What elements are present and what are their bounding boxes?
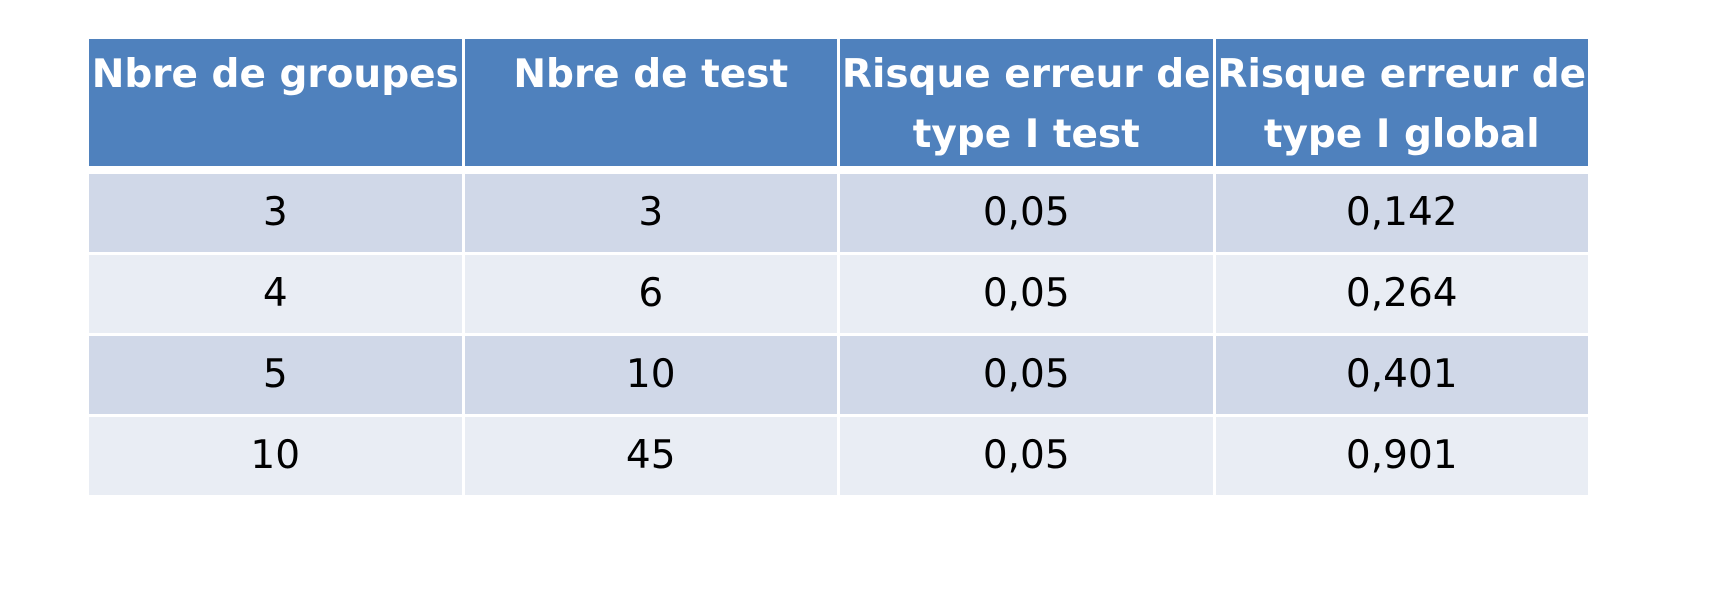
cell-groupes: 10 [86,413,465,498]
cell-risque-global: 0,901 [1212,413,1591,498]
cell-groupes: 3 [86,168,465,255]
cell-risque-global: 0,142 [1212,168,1591,255]
header-nbre-test: Nbre de test [461,36,840,174]
table-row: 10 45 0,05 0,901 [86,413,1591,498]
data-table-container: Nbre de groupes Nbre de test Risque erre… [86,36,1591,498]
table-row: 3 3 0,05 0,142 [86,168,1591,255]
cell-risque-global: 0,401 [1212,332,1591,417]
cell-risque-test: 0,05 [837,168,1216,255]
cell-risque-test: 0,05 [837,413,1216,498]
cell-risque-test: 0,05 [837,251,1216,336]
cell-tests: 10 [461,332,840,417]
table-header-row: Nbre de groupes Nbre de test Risque erre… [86,36,1591,174]
cell-risque-test: 0,05 [837,332,1216,417]
header-risque-global: Risque erreur de type I global [1212,36,1591,174]
table-row: 4 6 0,05 0,264 [86,251,1591,336]
cell-risque-global: 0,264 [1212,251,1591,336]
table-row: 5 10 0,05 0,401 [86,332,1591,417]
cell-tests: 3 [461,168,840,255]
cell-tests: 45 [461,413,840,498]
cell-groupes: 5 [86,332,465,417]
cell-groupes: 4 [86,251,465,336]
cell-tests: 6 [461,251,840,336]
header-risque-test: Risque erreur de type I test [837,36,1216,174]
header-nbre-groupes: Nbre de groupes [86,36,465,174]
type-i-error-table: Nbre de groupes Nbre de test Risque erre… [86,36,1591,498]
